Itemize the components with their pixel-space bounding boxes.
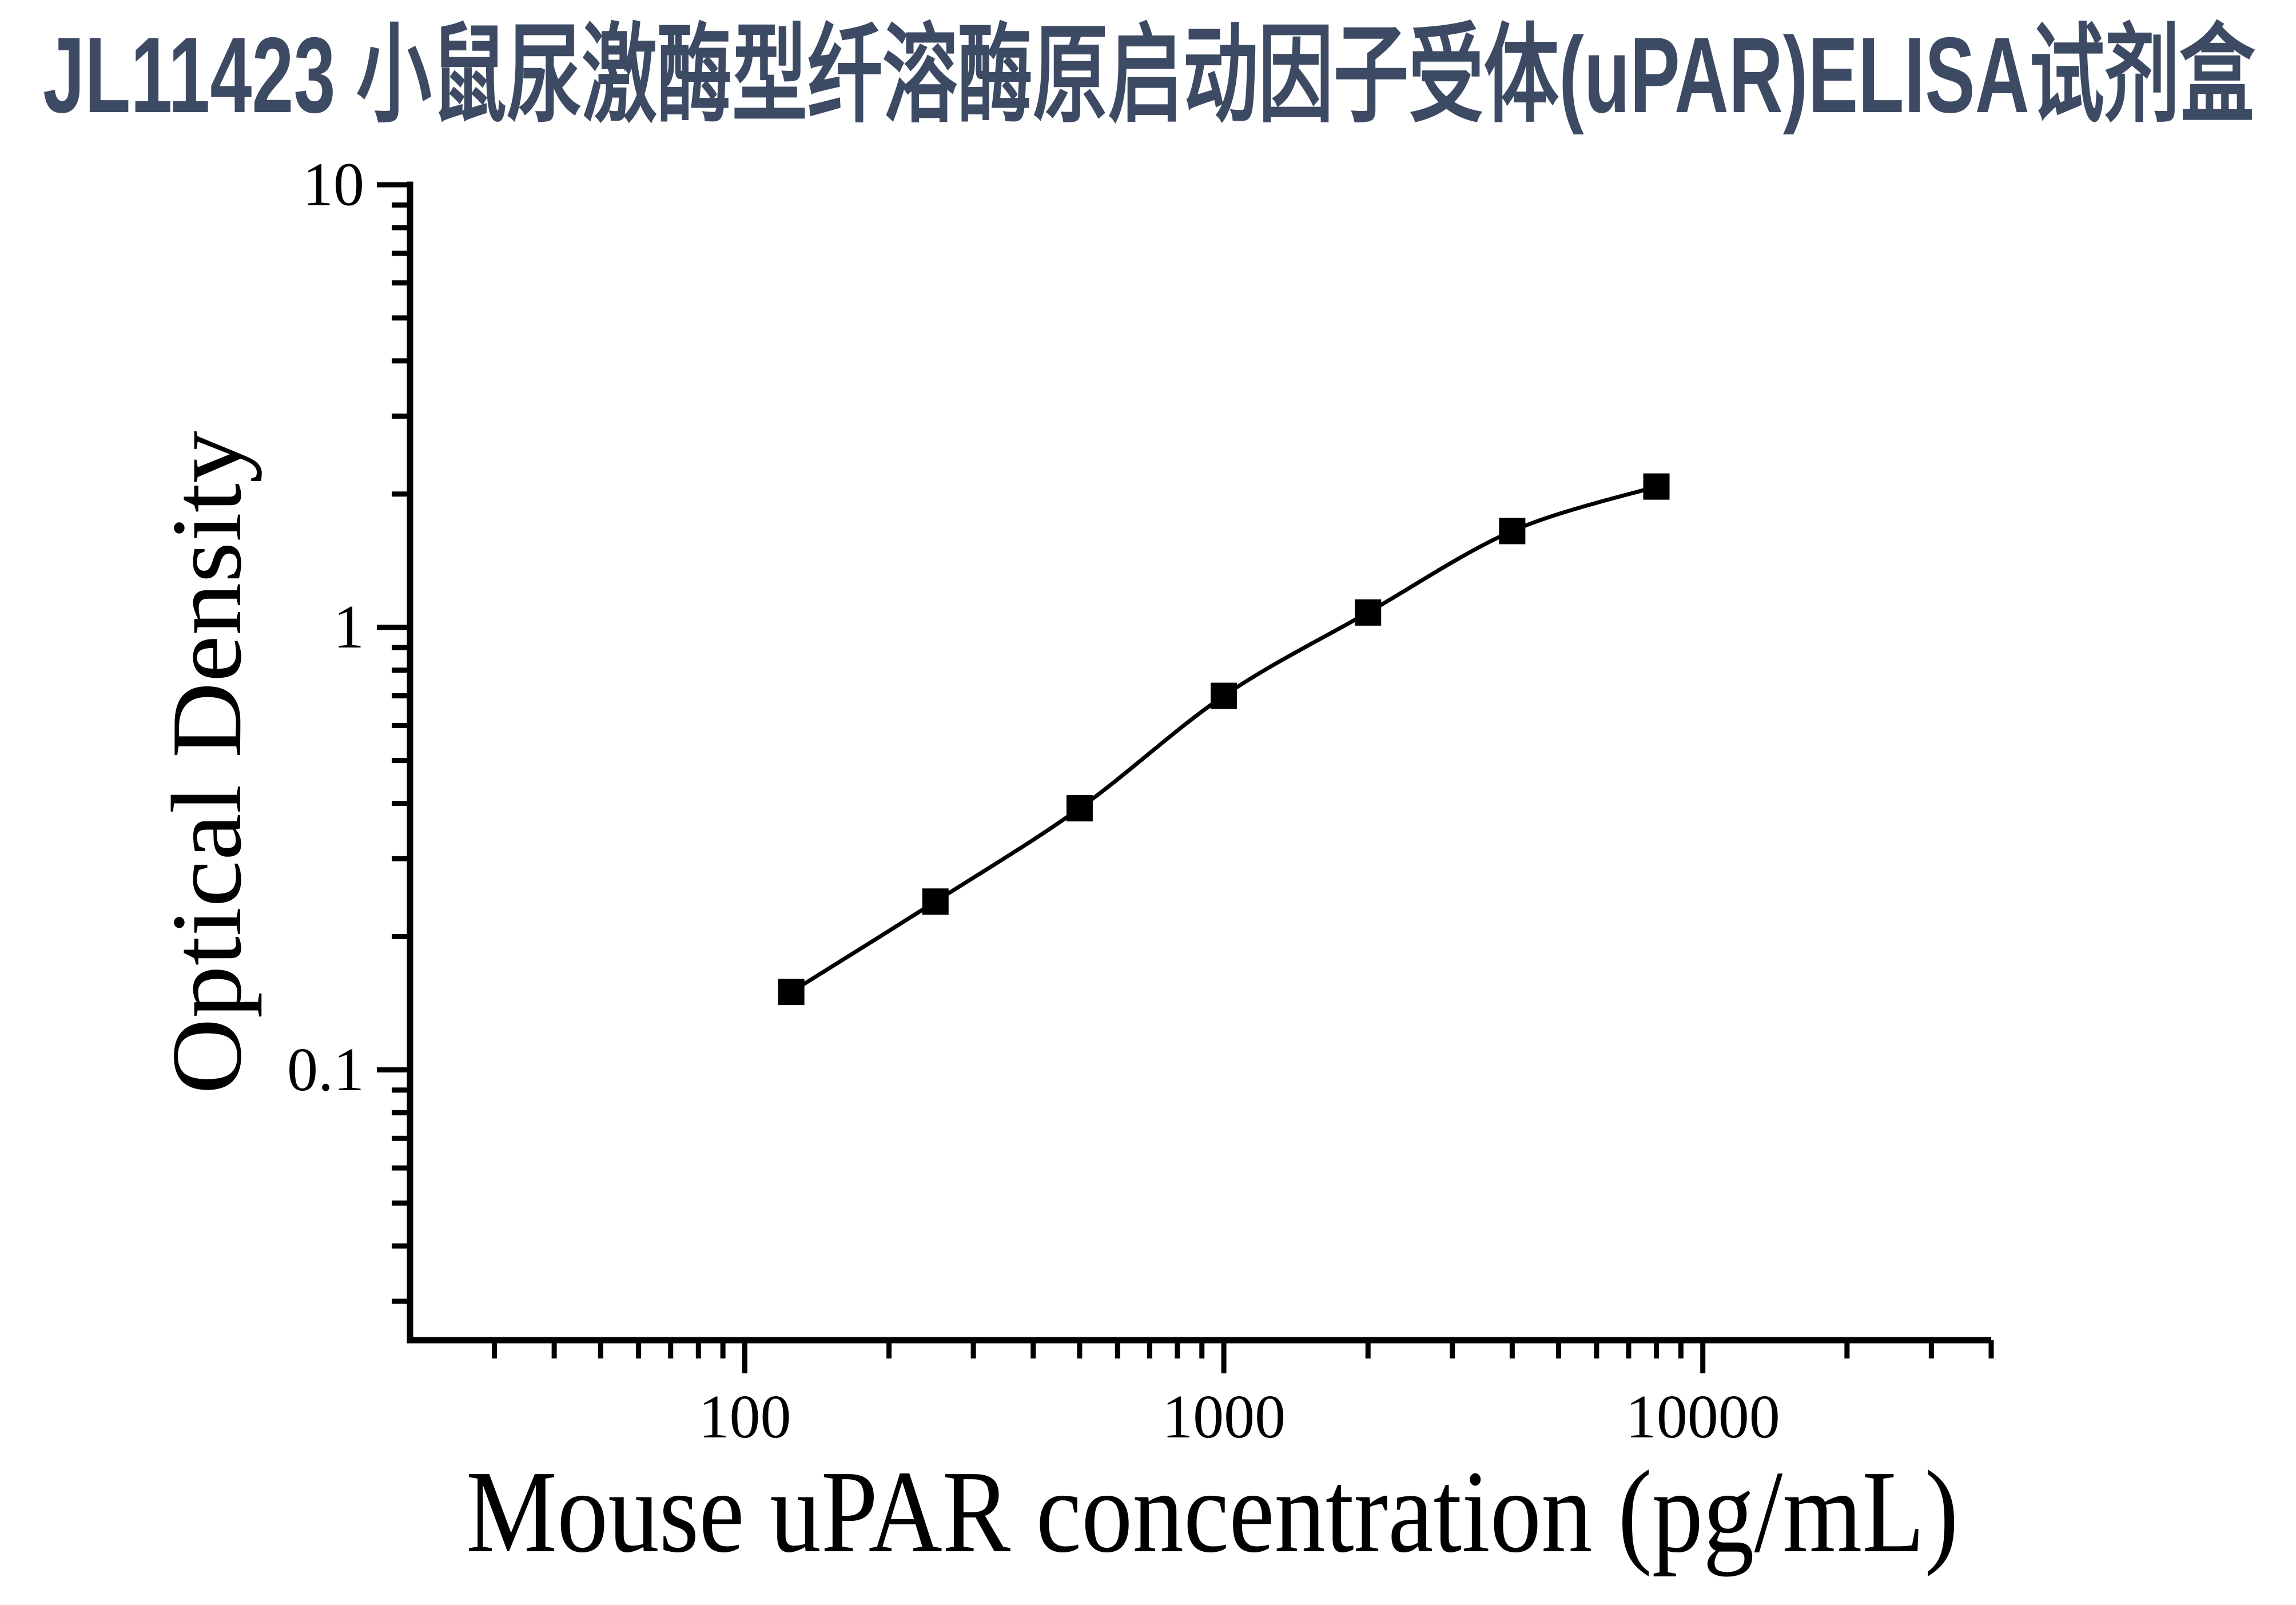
x-tick-label: 10000 xyxy=(1626,1383,1780,1451)
x-tick-label: 100 xyxy=(698,1383,791,1451)
data-series xyxy=(778,473,1670,1006)
x-tick-label: 1000 xyxy=(1162,1383,1286,1451)
plot-spines xyxy=(407,181,1991,1344)
x-axis-title: Mouse uPAR concentration (pg/mL) xyxy=(466,1446,1959,1577)
axis-spines xyxy=(407,181,1991,1344)
y-tick-label: 10 xyxy=(303,151,364,219)
data-point-marker xyxy=(1066,795,1093,822)
data-point-marker xyxy=(922,888,949,915)
data-point-marker xyxy=(1643,473,1670,500)
axis-tick-labels: 10 1 0.1 100 1000 10000 xyxy=(287,151,1780,1452)
series-line xyxy=(790,484,1657,994)
y-axis-title: Optical Density xyxy=(151,431,262,1094)
y-tick-label: 1 xyxy=(333,593,364,661)
figure-title: JL11423 小鼠尿激酶型纤溶酶原启动因子受体(uPAR)ELISA试剂盒 xyxy=(43,15,2255,135)
data-point-marker xyxy=(1499,518,1526,545)
data-point-marker xyxy=(778,979,805,1006)
data-point-marker xyxy=(1355,599,1382,626)
data-point-marker xyxy=(1211,682,1237,709)
y-tick-label: 0.1 xyxy=(287,1036,364,1104)
axis-ticks xyxy=(377,182,1994,1373)
